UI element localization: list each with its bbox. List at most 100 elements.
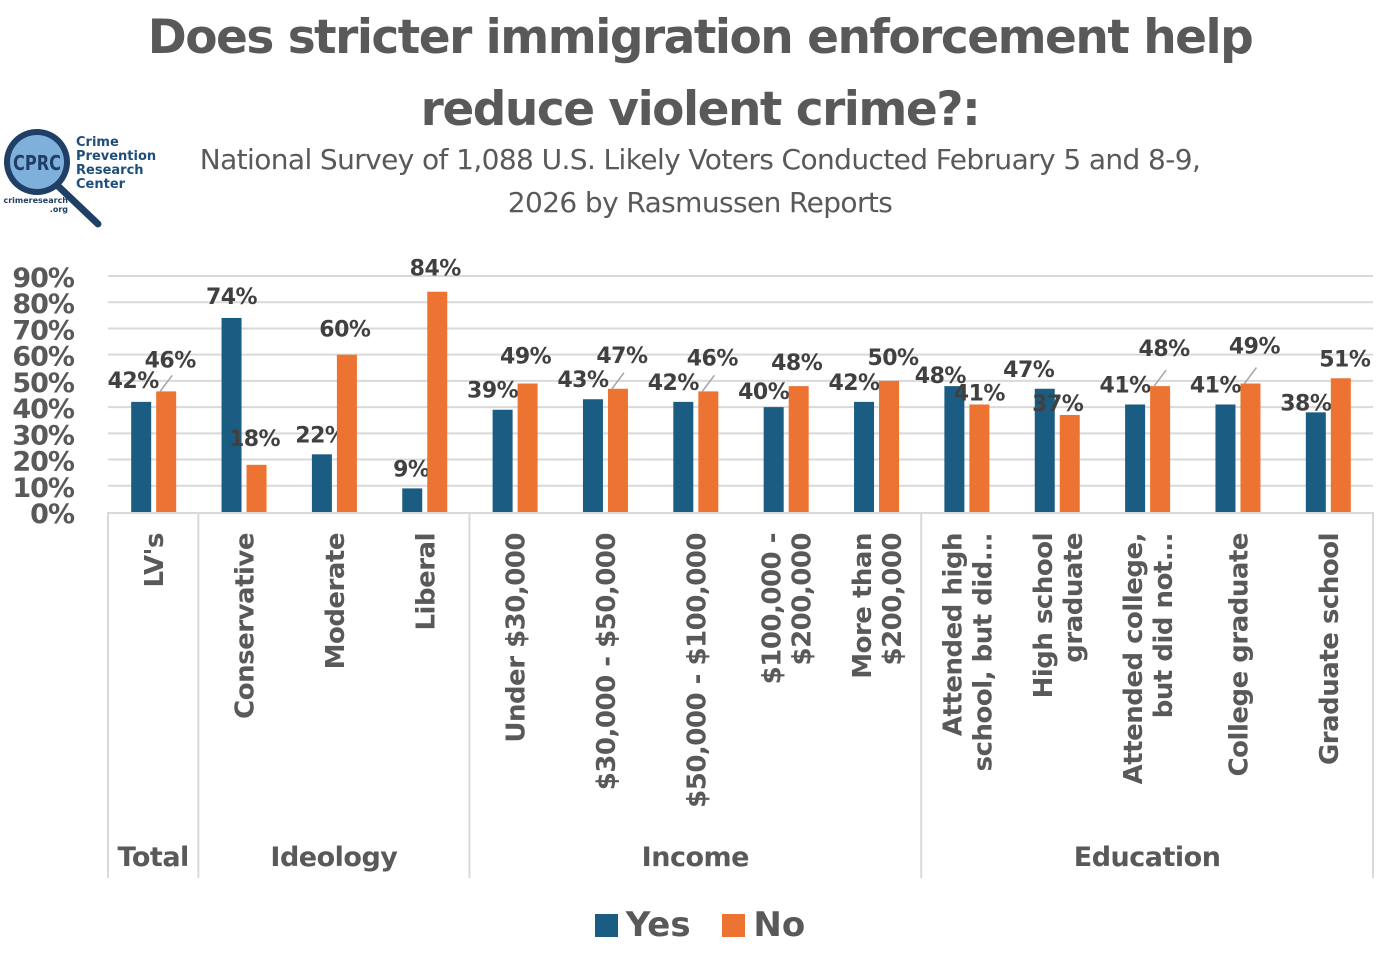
category-label: school, but did... [968,533,998,771]
y-tick-label: 30% [12,420,75,451]
cprc-logo: CPRC Crime Prevention Research Center cr… [0,124,160,232]
data-label-no: 49% [1229,335,1281,360]
data-label-yes: 39% [467,379,519,404]
y-tick-label: 90% [12,263,75,294]
category-label: Liberal [411,533,441,631]
y-tick-label: 40% [12,394,75,425]
chart-subtitle: National Survey of 1,088 U.S. Likely Vot… [170,138,1230,224]
bar-no [1240,383,1261,512]
data-label-yes: 41% [1190,373,1242,398]
data-label-no: 50% [867,346,919,371]
data-label-no: 18% [229,427,281,452]
leader-line [1243,367,1258,384]
category-label: More than [848,533,878,679]
data-label-yes: 43% [557,368,609,393]
logo-name-line: Center [76,177,126,192]
data-label-yes: 47% [1003,358,1055,383]
bar-no [698,391,719,512]
chart-title-line-2: reduce violent crime?: [420,82,981,137]
group-label: Income [642,842,749,873]
data-label-no: 51% [1319,347,1371,372]
y-tick-label: 10% [12,473,75,504]
logo-name-line: Prevention [76,149,157,164]
data-label-yes: 42% [108,369,160,394]
data-label-no: 60% [319,318,371,343]
leader-line [611,372,625,390]
y-tick-label: 80% [12,289,75,320]
bar-yes [492,409,513,512]
bar-yes [1215,404,1236,512]
y-tick-label: 70% [12,315,75,346]
data-label-no: 46% [687,346,739,371]
category-label: Under $30,000 [502,533,532,743]
category-label: Graduate school [1315,533,1345,765]
data-label-no: 48% [1139,337,1191,362]
logo-name-line: Crime [76,135,119,150]
bar-yes [944,386,965,512]
bar-no [1150,386,1171,512]
data-label-no: 41% [954,381,1006,406]
bar-no [427,291,448,512]
category-label: $200,000 [878,533,908,666]
y-tick-label: 60% [12,342,75,373]
bar-yes [221,317,242,512]
data-label-no: 46% [145,348,197,373]
category-label: Attended high [938,533,968,736]
data-label-yes: 38% [1280,391,1332,416]
legend-item-yes: Yes [594,905,691,945]
legend: Yes No [0,905,1400,946]
data-label-no: 49% [500,345,552,370]
bar-yes [1034,388,1055,512]
y-tick-label: 0% [30,499,75,530]
data-label-yes: 48% [915,364,967,389]
bar-no [607,388,628,512]
group-label: Ideology [270,842,398,873]
logo-url: crimeresearch .org [0,196,68,214]
category-label: LV's [140,533,170,588]
group-label: Education [1074,842,1221,873]
bar-yes [1125,404,1146,512]
bar-no [517,383,538,512]
category-label: $200,000 [788,533,818,666]
chart-subtitle-line-1: National Survey of 1,088 U.S. Likely Vot… [199,143,1201,176]
bar-no [879,380,900,512]
legend-swatch-yes [594,913,618,937]
bar-no [1059,414,1080,512]
data-label-no: 47% [596,344,648,369]
data-label-yes: 42% [648,371,700,396]
chart-title-line-1: Does stricter immigration enforcement he… [147,10,1254,65]
leader-line [701,374,715,392]
data-label-yes: 9% [393,457,430,482]
leader-line [1153,369,1167,387]
data-label-no: 48% [771,351,823,376]
category-label: $100,000 - [758,533,788,684]
bar-no [156,391,177,512]
chart-title: Does stricter immigration enforcement he… [0,2,1400,146]
bar-yes [311,454,332,512]
chart-subtitle-line-2: 2026 by Rasmussen Reports [507,186,893,219]
bar-yes [673,401,694,512]
data-label-yes: 42% [828,371,880,396]
data-label-yes: 41% [1100,373,1152,398]
logo-name-line: Research [76,163,144,178]
bar-no [1330,378,1351,512]
legend-swatch-no [722,913,746,937]
bar-yes [402,488,423,512]
bar-yes [131,401,152,512]
logo-url-line: crimeresearch [3,196,68,205]
bar-no [336,354,357,512]
bar-no [246,464,267,512]
y-tick-label: 50% [12,368,75,399]
bar-yes [1305,412,1326,512]
magnifying-glass-icon: CPRC [4,129,102,228]
bar-yes [763,407,784,512]
category-label: Attended college, [1119,533,1149,784]
category-label: $30,000 - $50,000 [592,533,622,790]
logo-url-line: .org [49,205,68,214]
category-label: High school [1029,533,1059,698]
category-label: graduate [1059,533,1089,663]
category-label: College graduate [1224,533,1254,776]
bar-no [788,386,809,512]
bar-yes [582,399,603,512]
